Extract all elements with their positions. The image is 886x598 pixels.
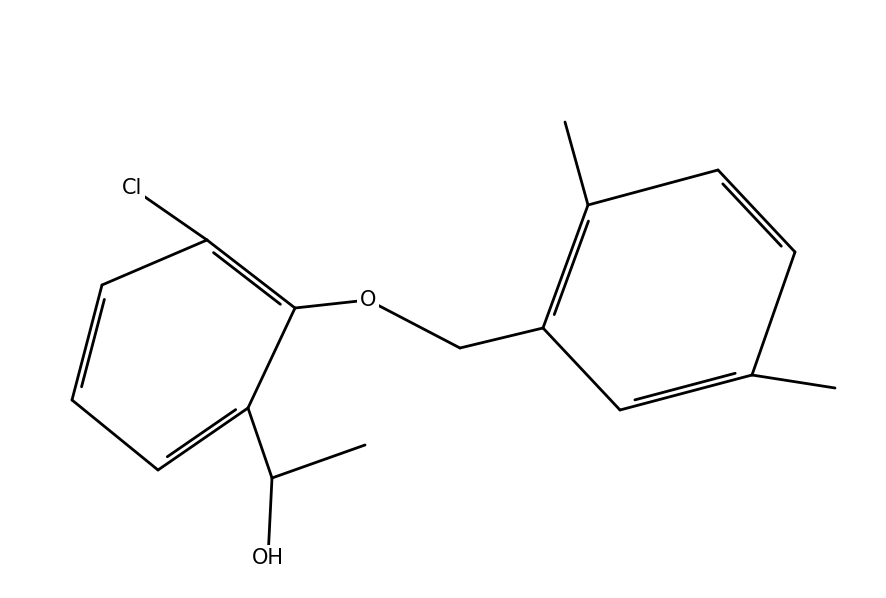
- Text: OH: OH: [252, 548, 284, 568]
- Text: O: O: [360, 290, 377, 310]
- Text: Cl: Cl: [121, 178, 142, 198]
